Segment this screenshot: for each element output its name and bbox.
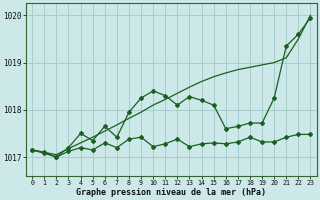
X-axis label: Graphe pression niveau de la mer (hPa): Graphe pression niveau de la mer (hPa) xyxy=(76,188,266,197)
